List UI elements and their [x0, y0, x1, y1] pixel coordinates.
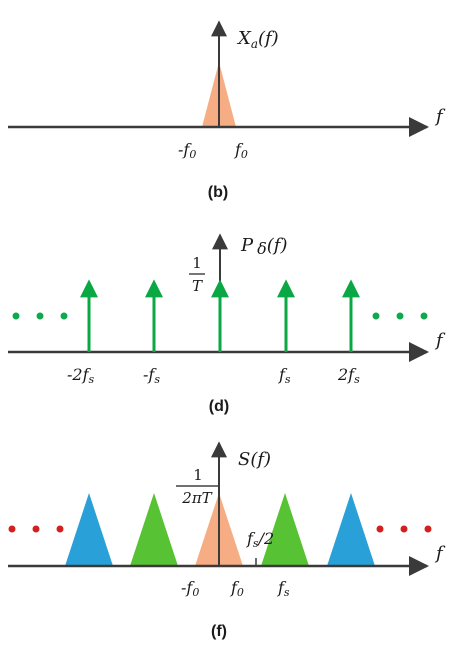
- ellipsis-left-d: [12, 312, 68, 320]
- ellipsis-left-f: [8, 525, 64, 533]
- frac-den-d: T: [192, 277, 203, 295]
- frac-num-d: 1: [192, 254, 202, 272]
- tick-pos-f0: f0: [234, 140, 248, 161]
- tick-neg-f0: -f0: [178, 140, 196, 161]
- tick-fs-f: fs: [277, 578, 290, 599]
- ellipsis-right-f: [376, 525, 432, 533]
- spectrum-triangle-blue-left: [65, 493, 113, 566]
- frac-num-f: 1: [193, 466, 203, 484]
- caption-d: (d): [209, 398, 229, 415]
- axis-label-b: f: [434, 106, 446, 127]
- axis-label-d: f: [434, 330, 446, 351]
- caption-b: (b): [208, 184, 228, 201]
- frac-den-f: 2πT: [181, 489, 212, 507]
- ellipsis-right-d: [372, 312, 428, 320]
- axis-label-f: f: [434, 543, 446, 564]
- tick-fs: fs: [278, 365, 291, 386]
- tick-neg-2fs: -2fs: [67, 365, 95, 386]
- func-label-f: S(f): [238, 449, 271, 470]
- tick-neg-fs: -fs: [143, 365, 160, 386]
- half-fs-label: fs/2: [246, 529, 274, 550]
- panel-f: S(f) 1 2πT fs/2 f -f0 f0 fs (f): [8, 441, 446, 640]
- tick-2fs: 2fs: [337, 365, 360, 386]
- spectrum-triangle-green-right: [261, 493, 309, 566]
- panel-b: Xa(f) f -f0 f0 (b): [8, 20, 446, 201]
- tick-f0-f: f0: [230, 578, 244, 599]
- caption-f: (f): [211, 623, 227, 640]
- spectrum-triangle-green-left: [130, 493, 178, 566]
- spectrum-triangle-blue-right: [327, 493, 375, 566]
- tick-neg-f0-f: -f0: [181, 578, 199, 599]
- func-label-b: Xa(f): [236, 28, 279, 51]
